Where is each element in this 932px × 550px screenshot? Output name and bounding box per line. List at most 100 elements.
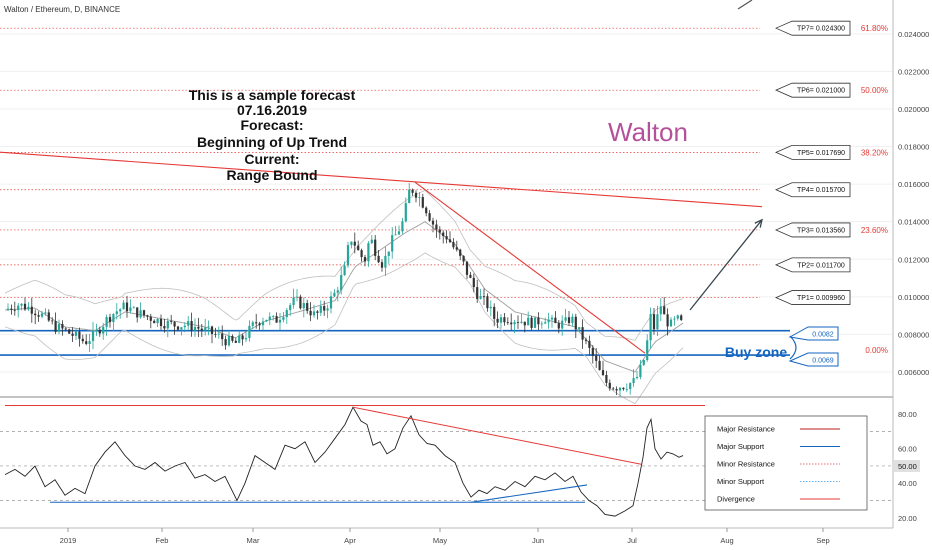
candle-body xyxy=(234,340,237,343)
candle-body xyxy=(414,192,418,198)
price-tick-label: 0.008000 xyxy=(898,330,929,339)
fib-level-label: 50.00% xyxy=(861,86,888,95)
candle-body xyxy=(394,234,397,236)
candle-body xyxy=(74,331,78,336)
candle-body xyxy=(244,337,248,340)
rsi-rising-support-line xyxy=(470,484,588,503)
rsi-axis[interactable]: 80.00 60.00 40.00 20.00 50.00 xyxy=(894,410,920,523)
candle-body xyxy=(139,310,142,318)
time-tick-label: Aug xyxy=(720,536,733,545)
candle-body xyxy=(673,318,676,320)
candle-body xyxy=(224,339,227,346)
candle-body xyxy=(149,316,152,321)
candle-body xyxy=(377,255,380,263)
candle-body xyxy=(493,306,496,319)
candle-body xyxy=(404,203,407,222)
candle-body xyxy=(47,312,50,321)
target-label: TP6= 0.021000 xyxy=(797,88,845,95)
candle-body xyxy=(438,229,441,233)
candle-body xyxy=(574,316,577,330)
candle-body xyxy=(520,321,523,323)
candle-body xyxy=(561,320,564,329)
candle-body xyxy=(523,321,526,326)
candle-body xyxy=(537,317,540,325)
chart-title: Walton / Ethereum, D, BINANCE xyxy=(4,5,120,14)
candle-body xyxy=(431,220,435,225)
candle-body xyxy=(469,274,472,278)
candle-body xyxy=(544,322,547,324)
candle-body xyxy=(285,310,288,318)
candle-body xyxy=(646,340,649,360)
rsi-divergence-line xyxy=(352,406,642,465)
candle-body xyxy=(459,249,462,256)
candle-body xyxy=(258,323,261,326)
candle-body xyxy=(57,324,61,332)
legend-label: Minor Support xyxy=(717,477,765,486)
price-tick-label: 0.010000 xyxy=(898,293,929,302)
candle-body xyxy=(506,322,509,324)
candle-body xyxy=(275,316,278,323)
candle-body xyxy=(30,306,33,314)
candle-body xyxy=(680,315,683,320)
rsi-tick-label: 60.00 xyxy=(898,445,917,454)
candle-body xyxy=(401,221,404,232)
buy-zone-upper-callout xyxy=(788,326,839,341)
candle-body xyxy=(588,340,591,348)
candle-body xyxy=(85,341,88,344)
rsi-current-value: 50.00 xyxy=(898,462,917,471)
candle-body xyxy=(510,322,513,325)
candle-body xyxy=(163,326,166,329)
candle-body xyxy=(207,326,210,328)
target-levels: TP7= 0.024300 61.80% TP6= 0.021000 50.00% TP… xyxy=(0,20,888,356)
forecast-note: This is a sample forecast 07.16.2019 For… xyxy=(189,87,356,183)
candle-body xyxy=(676,315,679,319)
candle-body xyxy=(350,241,353,246)
fib-zero-label: 0.00% xyxy=(865,346,888,355)
buy-zone-upper-value: 0.0082 xyxy=(812,332,834,339)
candle-body xyxy=(159,318,163,327)
forecast-line-3: Forecast: xyxy=(240,117,303,133)
candle-body xyxy=(210,326,214,334)
price-tick-label: 0.024000 xyxy=(898,30,929,39)
candle-body xyxy=(221,333,224,340)
rsi-line xyxy=(4,406,684,517)
price-tick-label: 0.016000 xyxy=(898,180,929,189)
bollinger-bands xyxy=(4,190,684,405)
candle-body xyxy=(278,319,282,323)
candle-body xyxy=(248,325,251,338)
candle-body xyxy=(387,251,390,256)
candle-body xyxy=(115,311,118,315)
time-tick-label: Jul xyxy=(627,536,637,545)
candle-body xyxy=(360,250,363,258)
candle-body xyxy=(353,241,356,246)
candle-body xyxy=(10,308,13,310)
rsi-lines xyxy=(4,404,705,517)
candle-body xyxy=(146,315,149,317)
candle-body xyxy=(479,296,482,299)
forecast-line-1: This is a sample forecast xyxy=(189,87,356,103)
price-axis[interactable]: 0.024000 0.022000 0.020000 0.018000 0.016000… xyxy=(898,30,929,377)
price-tick-label: 0.006000 xyxy=(898,368,929,377)
time-axis[interactable]: 2019 Feb Mar Apr May Jun Jul Aug Sep xyxy=(60,528,830,545)
candle-body xyxy=(516,322,520,323)
candle-body xyxy=(425,207,428,214)
candle-body xyxy=(557,323,560,329)
price-tick-label: 0.022000 xyxy=(898,67,929,76)
candle-body xyxy=(312,311,316,316)
target-callout xyxy=(775,144,851,160)
candle-body xyxy=(418,197,421,198)
candle-body xyxy=(193,326,197,331)
candle-body xyxy=(571,316,574,324)
candle-body xyxy=(265,319,268,322)
candle-body xyxy=(384,255,387,268)
candle-body xyxy=(612,388,615,390)
target-label: TP5= 0.017690 xyxy=(797,150,845,157)
target-label: TP4= 0.015700 xyxy=(797,187,845,194)
target-label: TP1= 0.009960 xyxy=(797,295,845,302)
candle-body xyxy=(51,320,54,322)
minor-resistance-line xyxy=(414,181,646,354)
candle-body xyxy=(482,296,486,297)
time-tick-label: 2019 xyxy=(60,536,77,545)
candle-body xyxy=(567,317,571,324)
candle-body xyxy=(13,309,16,311)
